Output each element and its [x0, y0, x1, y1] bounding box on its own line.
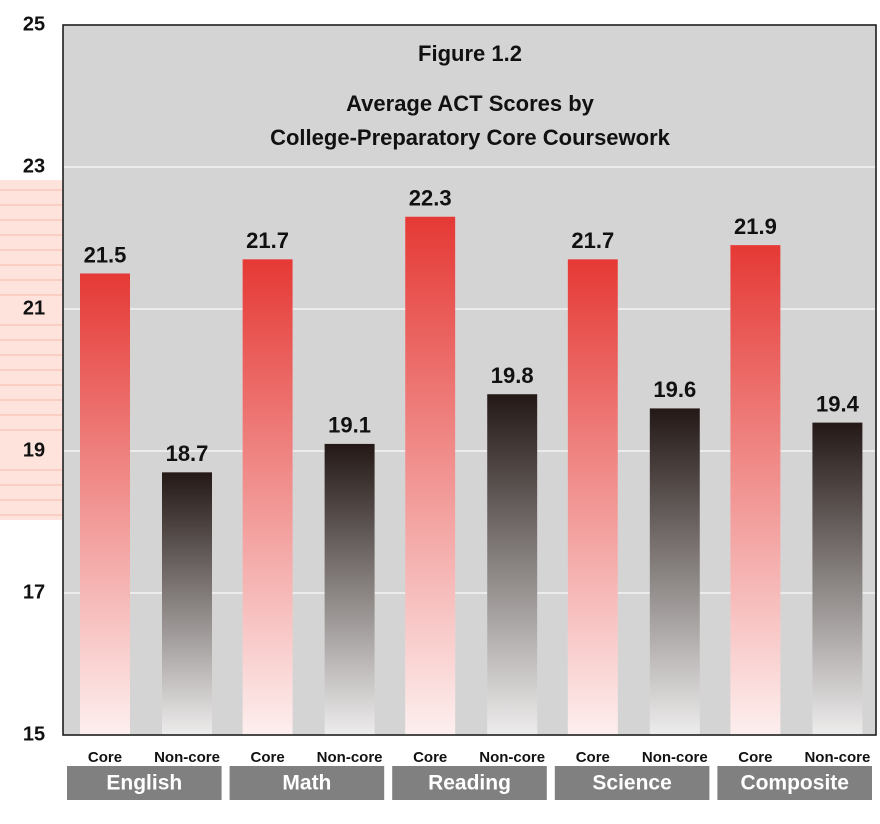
series-label: Non-core: [479, 749, 545, 766]
y-tick-label: 15: [23, 723, 45, 745]
category-box: [717, 766, 872, 800]
bar: [242, 259, 293, 735]
value-label: 21.5: [84, 242, 127, 267]
series-label: Core: [413, 749, 447, 766]
value-label: 21.9: [734, 214, 777, 239]
value-label: 21.7: [571, 228, 614, 253]
y-tick-label: 17: [23, 581, 45, 603]
bar: [80, 273, 130, 735]
category-box: [229, 766, 385, 800]
value-label: 19.6: [653, 377, 696, 402]
series-label: Non-core: [317, 749, 383, 766]
x-tick-label: Reading: [428, 772, 511, 795]
bar: [649, 408, 700, 735]
y-tick-label: 19: [23, 439, 45, 461]
x-tick-label: Math: [282, 772, 331, 795]
series-label: Non-core: [642, 749, 708, 766]
series-label: Core: [576, 749, 610, 766]
category-box: [554, 766, 710, 800]
value-label: 19.4: [816, 391, 860, 416]
value-label: 22.3: [409, 186, 452, 211]
x-tick-label: Composite: [740, 772, 849, 795]
chart-subtitle: Average ACT Scores by: [346, 91, 595, 116]
bar: [162, 472, 212, 735]
value-label: 19.8: [491, 363, 534, 388]
series-label: Core: [88, 749, 122, 766]
plot-border: [62, 24, 877, 736]
bar: [812, 422, 863, 735]
value-label: 19.1: [328, 413, 371, 438]
decoration: [0, 180, 62, 520]
chart-subtitle: College-Preparatory Core Coursework: [270, 125, 671, 150]
series-label: Non-core: [154, 749, 220, 766]
category-box: [392, 766, 547, 800]
series-label: Core: [738, 749, 772, 766]
bar: [567, 259, 618, 735]
x-tick-label: Science: [592, 772, 671, 795]
bar: [405, 216, 456, 735]
x-tick-label: English: [106, 772, 182, 795]
bar: [730, 245, 781, 735]
value-label: 21.7: [246, 228, 289, 253]
value-label: 18.7: [166, 441, 209, 466]
bar: [324, 443, 375, 735]
series-label: Non-core: [804, 749, 870, 766]
y-tick-label: 23: [23, 155, 45, 177]
series-label: Core: [251, 749, 285, 766]
chart-title: Figure 1.2: [418, 41, 522, 66]
y-tick-label: 25: [23, 13, 45, 35]
bar: [487, 394, 538, 735]
y-tick-label: 21: [23, 297, 45, 319]
category-box: [67, 766, 222, 800]
